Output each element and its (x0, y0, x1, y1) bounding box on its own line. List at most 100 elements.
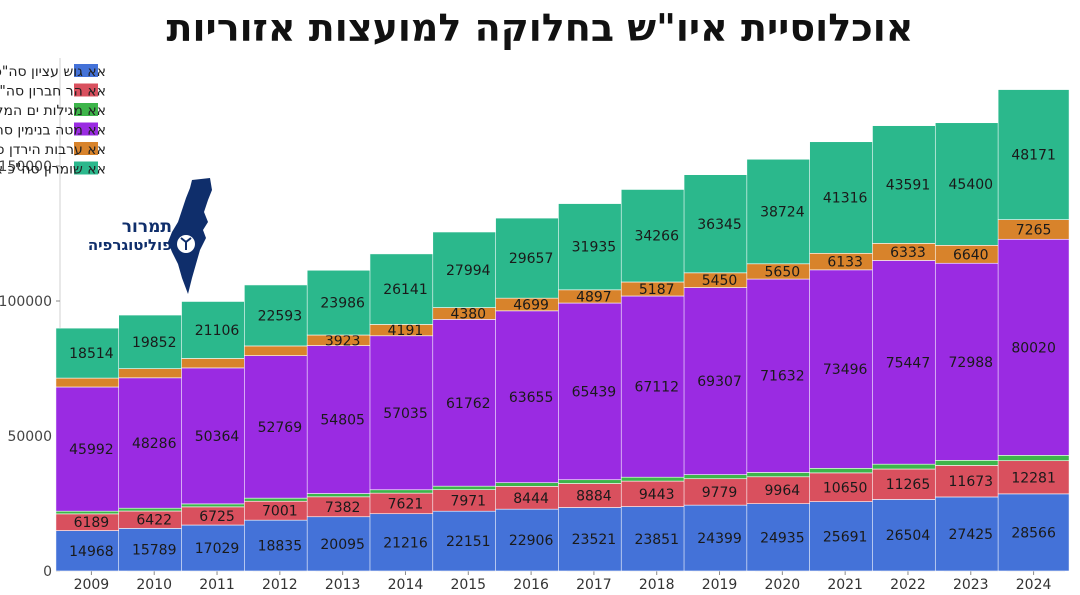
bars: 14968 6189 45992 18514 15789 6422 48286 19852 17… (55, 89, 1070, 572)
bar-segment (934, 496, 1007, 572)
data-label: 5450 (702, 273, 738, 289)
data-label: 6133 (827, 255, 863, 271)
bar-segment (809, 467, 881, 474)
bar-segment (746, 278, 819, 473)
bar-segment (683, 287, 756, 475)
data-label: 7971 (450, 493, 486, 509)
data-label: 29657 (509, 251, 554, 267)
x-tick-label: 2024 (1016, 577, 1052, 593)
bar-segment (997, 455, 1070, 462)
x-tick-label: 2016 (513, 577, 549, 593)
legend-label: אא הר חברון סה"כ אוכלוסייה (0, 84, 106, 100)
data-label: 52769 (258, 420, 303, 436)
data-label: 5187 (639, 282, 675, 298)
data-label: 7621 (388, 496, 424, 512)
legend: אא גוש עציון סה"כ אוכלוסייה אא הר חברון ס… (0, 64, 106, 178)
data-label: 23521 (572, 532, 617, 548)
data-label: 18514 (69, 346, 114, 362)
bar-segment (558, 203, 630, 291)
data-label: 75447 (886, 355, 931, 371)
data-label: 23986 (320, 296, 365, 312)
x-tick-label: 2021 (827, 577, 863, 593)
y-tick-label: 50000 (7, 429, 52, 445)
data-label: 3923 (325, 333, 361, 349)
bar-segment (746, 472, 819, 478)
data-label: 26504 (886, 528, 931, 544)
legend-swatch (74, 142, 98, 155)
bar-segment (934, 122, 1007, 246)
bar-segment (495, 310, 567, 484)
data-label: 7382 (325, 500, 361, 516)
x-tick-label: 2011 (199, 577, 235, 593)
data-label: 48286 (132, 436, 177, 452)
x-tick-label: 2022 (890, 577, 926, 593)
data-label: 11265 (886, 477, 931, 493)
bar-segment (872, 463, 944, 470)
bar-segment (683, 478, 756, 506)
data-label: 57035 (383, 406, 428, 422)
bar-segment (997, 460, 1070, 495)
data-label: 6422 (136, 513, 172, 529)
bar-segment (495, 482, 567, 487)
bar-segment (872, 499, 944, 572)
bar-segment (495, 217, 567, 299)
data-label: 28566 (1011, 525, 1056, 541)
data-label: 45400 (949, 177, 994, 193)
bar-segment (997, 89, 1070, 220)
x-tick-label: 2018 (639, 577, 675, 593)
bar-segment (872, 260, 944, 465)
bar-segment (244, 497, 316, 502)
bar-segment (432, 231, 505, 308)
bar-segment (55, 530, 128, 572)
data-label: 6333 (890, 245, 926, 261)
y-tick-label: 150000 (0, 159, 52, 175)
bar-segment (369, 489, 442, 494)
data-label: 73496 (823, 362, 868, 378)
bar-segment (432, 510, 505, 572)
bar-segment (118, 377, 191, 509)
bar-segment (872, 468, 944, 500)
bar-segment (306, 493, 379, 498)
data-label: 25691 (823, 529, 868, 545)
bar-segment (369, 335, 442, 491)
data-label: 12281 (1011, 470, 1056, 486)
bar-segment (620, 506, 693, 572)
bar-segment (369, 253, 442, 325)
data-label: 8884 (576, 488, 612, 504)
y-tick-label: 100000 (0, 294, 52, 310)
bar-segment (997, 238, 1070, 456)
bar-segment (181, 503, 253, 508)
x-tick-label: 2019 (702, 577, 738, 593)
data-label: 69307 (697, 374, 742, 390)
data-label: 61762 (446, 396, 491, 412)
data-label: 38724 (760, 205, 805, 221)
data-label: 9779 (702, 485, 738, 501)
data-label: 19852 (132, 335, 177, 351)
data-label: 7001 (262, 504, 298, 520)
data-label: 17029 (195, 541, 240, 557)
legend-label: אא גוש עציון סה"כ אוכלוסייה (0, 64, 106, 80)
data-label: 80020 (1011, 340, 1056, 356)
x-tick-label: 2013 (325, 577, 361, 593)
legend-swatch (74, 161, 98, 175)
chart-title: אוכלוסיית איו"ש בחלוקה למועצות אזוריות (166, 6, 914, 50)
bar-segment (934, 465, 1007, 498)
data-label: 6640 (953, 247, 989, 263)
data-label: 43591 (886, 178, 931, 194)
data-label: 67112 (634, 380, 679, 396)
data-label: 14968 (69, 544, 114, 560)
bar-segment (620, 189, 693, 283)
data-label: 18835 (258, 539, 303, 555)
tamrur-logo: תמרור פוליטוגרפיה (62, 178, 222, 296)
data-label: 21106 (195, 323, 240, 339)
legend-swatch (74, 103, 98, 116)
data-label: 9964 (765, 483, 801, 499)
data-label: 27994 (446, 263, 491, 279)
bar-segment (997, 493, 1070, 572)
legend-swatch (74, 64, 98, 77)
legend-label: אא מגילות ים המלח סה"כ אוכלוסייה (0, 103, 106, 119)
data-label: 22151 (446, 534, 491, 550)
data-label: 23851 (634, 532, 679, 548)
data-label: 45992 (69, 442, 114, 458)
